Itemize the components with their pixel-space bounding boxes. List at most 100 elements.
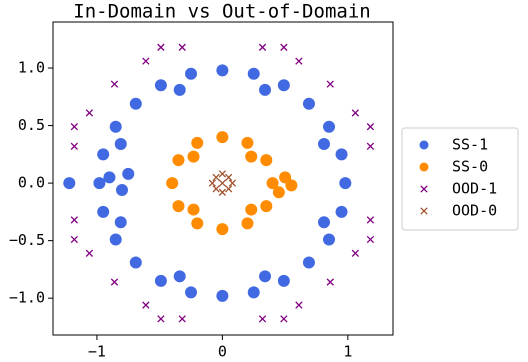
point — [173, 270, 186, 283]
point — [70, 142, 78, 150]
point — [245, 150, 258, 163]
point — [166, 177, 179, 190]
point — [109, 233, 122, 246]
point — [259, 83, 272, 96]
point — [185, 67, 198, 80]
point — [110, 80, 119, 88]
legend-marker — [419, 140, 429, 150]
point — [218, 188, 227, 196]
y-tick-label: 0.5 — [18, 116, 45, 134]
point — [280, 315, 288, 323]
point — [228, 179, 237, 187]
point — [266, 177, 279, 190]
point — [326, 278, 334, 286]
point — [366, 216, 375, 224]
point — [173, 83, 186, 96]
point — [178, 315, 186, 323]
point — [191, 217, 204, 230]
point — [93, 177, 106, 190]
point — [260, 154, 273, 167]
point — [70, 123, 78, 131]
point — [279, 171, 292, 184]
point — [247, 67, 260, 80]
point — [109, 120, 122, 133]
point — [142, 301, 150, 309]
point — [216, 64, 229, 77]
point — [70, 216, 78, 224]
point — [241, 217, 254, 230]
point — [326, 80, 334, 88]
point — [317, 137, 330, 150]
point — [258, 315, 267, 323]
point — [187, 203, 200, 216]
point — [116, 184, 129, 197]
point — [218, 170, 227, 178]
point — [191, 136, 204, 149]
point — [366, 123, 375, 131]
point — [172, 154, 185, 167]
point — [122, 167, 135, 180]
point — [185, 286, 198, 299]
point — [224, 185, 233, 193]
point — [335, 205, 348, 218]
plot-frame — [52, 21, 394, 336]
legend-label: OOD-1 — [452, 180, 497, 198]
point — [323, 233, 336, 246]
point — [85, 109, 94, 117]
x-tick-label: 0 — [218, 343, 227, 361]
point — [63, 177, 76, 190]
point — [212, 185, 220, 193]
point — [216, 131, 229, 144]
point — [277, 274, 290, 287]
legend-label: OOD-0 — [452, 202, 497, 220]
point — [157, 43, 165, 51]
point — [142, 57, 150, 65]
point — [216, 289, 229, 302]
point — [245, 203, 258, 216]
point — [277, 79, 290, 92]
point — [323, 120, 336, 133]
point — [247, 286, 260, 299]
point — [259, 270, 272, 283]
point — [216, 223, 229, 236]
point — [366, 235, 375, 244]
point — [187, 150, 200, 163]
legend-marker — [420, 207, 428, 215]
legend-marker — [419, 162, 429, 172]
point — [224, 173, 233, 182]
point — [258, 43, 267, 51]
point — [351, 109, 360, 117]
point — [208, 179, 216, 187]
point — [351, 249, 360, 257]
chart-title: In-Domain vs Out-of-Domain — [73, 1, 370, 23]
y-tick-label: 1.0 — [18, 59, 45, 77]
point — [172, 200, 185, 213]
point — [317, 216, 330, 229]
point — [114, 137, 127, 150]
point — [97, 148, 110, 161]
point — [85, 249, 94, 257]
legend-label: SS-1 — [452, 136, 488, 154]
point — [212, 173, 220, 182]
point — [302, 256, 315, 269]
point — [295, 57, 303, 65]
point — [157, 315, 165, 323]
legend-marker — [420, 185, 428, 193]
point — [295, 301, 303, 309]
point — [280, 43, 288, 51]
x-tick-label: 1 — [343, 343, 352, 361]
point — [285, 179, 298, 192]
point — [103, 171, 116, 184]
point — [154, 79, 167, 92]
point — [241, 136, 254, 149]
point — [272, 186, 285, 199]
point — [70, 235, 78, 244]
point — [129, 256, 142, 269]
legend-label: SS-0 — [452, 158, 488, 176]
point — [302, 97, 315, 110]
point — [110, 278, 119, 286]
point — [335, 148, 348, 161]
point — [97, 205, 110, 218]
